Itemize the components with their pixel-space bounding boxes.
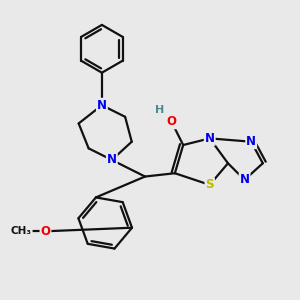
Text: S: S	[206, 178, 214, 191]
Text: O: O	[167, 115, 177, 128]
Text: N: N	[107, 154, 117, 166]
Text: H: H	[155, 104, 165, 115]
Text: N: N	[240, 173, 250, 186]
Text: O: O	[40, 225, 50, 238]
Text: N: N	[205, 132, 215, 145]
Text: N: N	[246, 135, 256, 148]
Text: N: N	[97, 99, 107, 112]
Text: CH₃: CH₃	[11, 226, 32, 236]
